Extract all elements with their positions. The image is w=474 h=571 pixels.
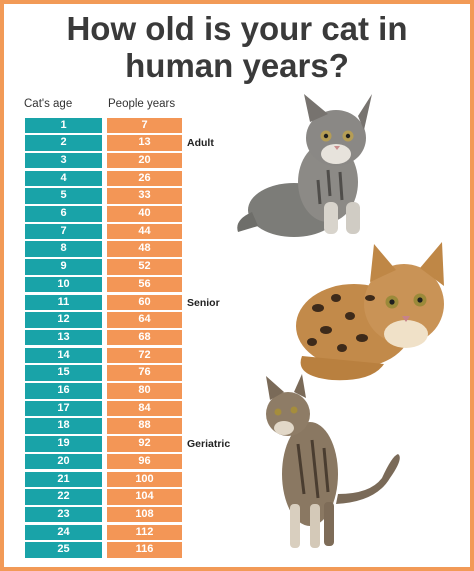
cat-age-cell: 6 <box>25 206 102 222</box>
cat-age-cell: 10 <box>25 276 102 293</box>
people-years-cell: 44 <box>107 223 182 240</box>
cat-age-cell: 12 <box>25 312 102 328</box>
cat-age-cell: 19 <box>25 436 102 452</box>
people-years-cell: 48 <box>107 241 182 257</box>
people-years-cell: 26 <box>107 170 182 187</box>
column-header-people-years: People years <box>108 98 176 110</box>
column-header-cats-age: Cat's age <box>24 98 73 110</box>
cat-age-cell: 20 <box>25 453 102 470</box>
people-years-cell: 72 <box>107 347 182 364</box>
stage-label-senior: Senior <box>187 296 220 309</box>
cat-age-cell: 17 <box>25 400 102 417</box>
people-years-cell: 88 <box>107 418 182 434</box>
people-years-cell: 116 <box>107 542 182 558</box>
cat-age-cell: 4 <box>25 170 102 187</box>
cat-age-cell: 23 <box>25 506 102 523</box>
cat-age-cell: 15 <box>25 365 102 381</box>
people-years-cell: 64 <box>107 312 182 328</box>
cat-age-cell: 18 <box>25 418 102 434</box>
cat-age-cell: 22 <box>25 489 102 505</box>
cat-age-cell: 9 <box>25 259 102 275</box>
people-years-cell: 92 <box>107 436 182 452</box>
people-years-cell: 108 <box>107 506 182 523</box>
cat-age-cell: 3 <box>25 152 102 169</box>
people-years-cell: 52 <box>107 259 182 275</box>
page-title: How old is your cat in human years? <box>66 10 408 84</box>
people-years-cell: 76 <box>107 365 182 381</box>
people-years-cell: 80 <box>107 383 182 399</box>
stage-label-geriatric: Geriatric <box>187 438 231 451</box>
cat-age-cell: 5 <box>25 188 102 204</box>
cat-age-cell: 14 <box>25 347 102 364</box>
cat-age-cell: 24 <box>25 524 102 541</box>
adult-cat-image <box>237 94 372 237</box>
cat-age-cell: 7 <box>25 223 102 240</box>
cat-age-cell: 16 <box>25 383 102 399</box>
cat-age-cell: 13 <box>25 329 102 346</box>
people-years-cell: 13 <box>107 135 182 151</box>
people-years-cell: 20 <box>107 152 182 169</box>
people-years-cell: 112 <box>107 524 182 541</box>
cat-age-cell: 2 <box>25 135 102 151</box>
people-years-cell: 100 <box>107 471 182 488</box>
people-years-cell: 7 <box>107 117 182 134</box>
people-years-cell: 104 <box>107 489 182 505</box>
people-years-cell: 40 <box>107 206 182 222</box>
people-years-cell: 68 <box>107 329 182 346</box>
cat-age-cell: 25 <box>25 542 102 558</box>
cat-age-cell: 11 <box>25 294 102 311</box>
people-years-cell: 33 <box>107 188 182 204</box>
senior-cat-image <box>296 242 444 381</box>
people-years-cell: 56 <box>107 276 182 293</box>
geriatric-cat-image <box>266 374 400 548</box>
cat-age-cell: 1 <box>25 117 102 134</box>
people-years-cell: 96 <box>107 453 182 470</box>
people-years-cell: 60 <box>107 294 182 311</box>
stage-label-adult: Adult <box>187 137 214 150</box>
cat-age-cell: 21 <box>25 471 102 488</box>
people-years-cell: 84 <box>107 400 182 417</box>
cat-age-cell: 8 <box>25 241 102 257</box>
